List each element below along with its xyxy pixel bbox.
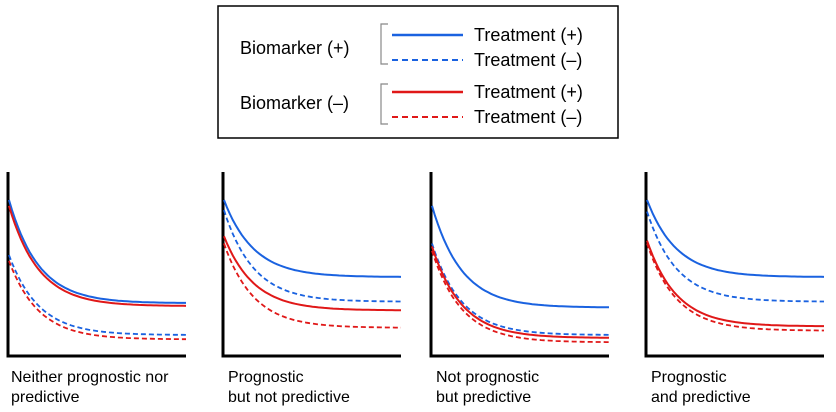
panels: Neither prognostic nor predictive Prognost… <box>6 172 825 406</box>
legend-bracket-pos <box>380 23 388 65</box>
legend-entry-pos-treatment-plus: Treatment (+) <box>474 25 583 45</box>
curve-biomarker-neg-treatment-minus <box>646 243 824 332</box>
legend-entry-pos-treatment-minus: Treatment (–) <box>474 50 582 70</box>
legend-group-label-pos: Biomarker (+) <box>240 38 350 58</box>
panel-axes <box>6 172 186 358</box>
curve-biomarker-neg-treatment-plus <box>646 240 824 328</box>
panel-caption-line-2: but predictive <box>436 389 531 406</box>
panel-caption-line-2: but not predictive <box>228 389 350 406</box>
curve-biomarker-pos-treatment-plus <box>431 205 609 309</box>
curve-biomarker-pos-treatment-minus <box>223 209 401 303</box>
panel-2: Prognostic but not predictive <box>221 172 402 406</box>
panel-caption-line-1: Neither prognostic nor <box>11 369 169 386</box>
curve-biomarker-pos-treatment-plus <box>223 199 402 278</box>
legend-bracket-neg <box>380 83 388 125</box>
legend-entry-neg-treatment-plus: Treatment (+) <box>474 82 583 102</box>
curve-biomarker-pos-treatment-plus <box>8 199 186 304</box>
panel-caption-line-2: and predictive <box>651 389 751 406</box>
panel-1: Neither prognostic nor predictive <box>6 172 187 406</box>
curve-biomarker-neg-treatment-minus <box>431 250 609 343</box>
curve-biomarker-neg-treatment-plus <box>8 205 187 307</box>
panel-axes <box>644 172 824 358</box>
curve-biomarker-neg-treatment-minus <box>223 243 401 329</box>
curve-biomarker-pos-treatment-minus <box>8 254 187 336</box>
curve-biomarker-neg-treatment-minus <box>8 260 186 341</box>
curve-biomarker-pos-treatment-minus <box>646 211 824 303</box>
curve-biomarker-neg-treatment-plus <box>223 235 401 312</box>
panel-caption-line-1: Prognostic <box>228 369 304 386</box>
panel-4: Prognostic and predictive <box>644 172 825 406</box>
curve-biomarker-neg-treatment-plus <box>431 246 610 339</box>
legend-entry-neg-treatment-minus: Treatment (–) <box>474 107 582 127</box>
panel-caption-line-1: Not prognostic <box>436 369 539 386</box>
curve-biomarker-pos-treatment-plus <box>646 199 825 278</box>
panel-caption-line-2: predictive <box>11 389 80 406</box>
legend: Biomarker (+) Treatment (+) Treatment (–… <box>217 5 619 139</box>
panel-axes <box>429 172 609 358</box>
panel-caption-line-1: Prognostic <box>651 369 727 386</box>
panel-axes <box>221 172 401 358</box>
legend-group-label-neg: Biomarker (–) <box>240 93 349 113</box>
curve-biomarker-pos-treatment-minus <box>431 243 610 336</box>
panel-3: Not prognostic but predictive <box>429 172 610 406</box>
